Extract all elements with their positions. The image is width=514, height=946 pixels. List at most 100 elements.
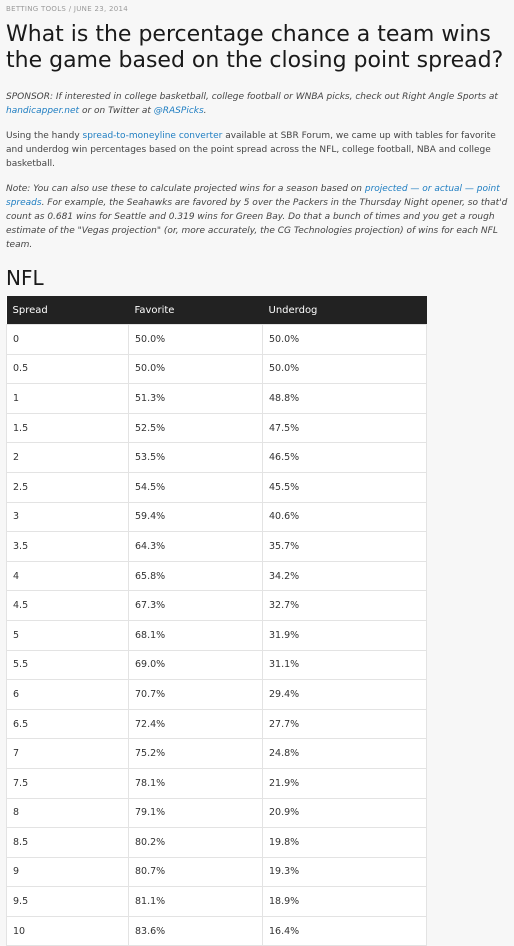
cell-underdog: 21.9% xyxy=(262,767,427,799)
table-row: 0.5 50.0% 50.0% xyxy=(6,353,427,385)
cell-spread: 1.5 xyxy=(6,412,129,444)
cell-underdog: 45.5% xyxy=(262,471,427,503)
cell-underdog: 50.0% xyxy=(262,353,427,385)
cell-spread: 3.5 xyxy=(6,531,129,562)
cell-favorite: 68.1% xyxy=(128,619,263,651)
table-row: 0 50.0% 50.0% xyxy=(6,324,427,355)
cell-spread: 2.5 xyxy=(6,471,129,503)
cell-favorite: 67.3% xyxy=(128,590,263,621)
cell-underdog: 46.5% xyxy=(262,442,427,473)
sponsor-paragraph: SPONSOR: If interested in college basket… xyxy=(6,90,508,118)
cell-spread: 1 xyxy=(6,383,129,414)
page-title: What is the percentage chance a team win… xyxy=(6,22,504,73)
table-row: 2.5 54.5% 45.5% xyxy=(6,471,427,503)
cell-underdog: 29.4% xyxy=(262,679,427,710)
cell-spread: 8.5 xyxy=(6,827,129,858)
cell-spread: 2 xyxy=(6,442,129,473)
intro-text: Using the handy xyxy=(6,131,83,141)
cell-underdog: 19.3% xyxy=(262,856,427,888)
nfl-win-percentage-table: Spread Favorite Underdog 0 50.0% 50.0% 0.5 5… xyxy=(6,296,427,946)
cell-underdog: 31.1% xyxy=(262,649,427,681)
cell-favorite: 80.2% xyxy=(128,827,263,858)
cell-underdog: 32.7% xyxy=(262,590,427,621)
cell-spread: 0 xyxy=(6,324,129,355)
cell-favorite: 72.4% xyxy=(128,708,263,740)
converter-link[interactable]: spread-to-moneyline converter xyxy=(82,131,223,141)
post-meta: BETTING TOOLS / JUNE 23, 2014 xyxy=(6,4,508,14)
cell-spread: 3 xyxy=(6,501,129,533)
table-row: 7 75.2% 24.8% xyxy=(6,738,427,769)
cell-spread: 6.5 xyxy=(6,708,129,740)
cell-underdog: 34.2% xyxy=(262,560,427,592)
cell-underdog: 40.6% xyxy=(262,501,427,533)
cell-spread: 9.5 xyxy=(6,886,129,917)
table-row: 5 68.1% 31.9% xyxy=(6,619,427,651)
cell-underdog: 48.8% xyxy=(262,383,427,414)
handicapper-link[interactable]: handicapper.net xyxy=(6,106,80,116)
table-row: 7.5 78.1% 21.9% xyxy=(6,767,427,799)
table-row: 2 53.5% 46.5% xyxy=(6,442,427,473)
cell-favorite: 78.1% xyxy=(128,767,263,799)
cell-spread: 6 xyxy=(6,679,129,710)
table-row: 4 65.8% 34.2% xyxy=(6,560,427,592)
cell-favorite: 52.5% xyxy=(128,412,263,444)
cell-spread: 9 xyxy=(6,856,129,888)
table-row: 10 83.6% 16.4% xyxy=(6,915,427,946)
column-header-underdog: Underdog xyxy=(262,296,427,325)
sponsor-text: or on Twitter at xyxy=(79,106,154,116)
cell-favorite: 75.2% xyxy=(128,738,263,769)
cell-favorite: 50.0% xyxy=(128,324,263,355)
note-text: Note: You can also use these to calculat… xyxy=(6,184,365,194)
cell-favorite: 54.5% xyxy=(128,471,263,503)
cell-favorite: 64.3% xyxy=(128,531,263,562)
cell-favorite: 65.8% xyxy=(128,560,263,592)
table-row: 8.5 80.2% 19.8% xyxy=(6,827,427,858)
cell-underdog: 35.7% xyxy=(262,531,427,562)
meta-separator: / xyxy=(68,5,72,13)
cell-favorite: 51.3% xyxy=(128,383,263,414)
cell-spread: 0.5 xyxy=(6,353,129,385)
cell-underdog: 20.9% xyxy=(262,797,427,829)
section-heading-nfl: NFL xyxy=(6,266,44,290)
table-row: 6.5 72.4% 27.7% xyxy=(6,708,427,740)
sponsor-text: . xyxy=(203,106,207,116)
intro-text: available at SBR Forum, we came up with … xyxy=(6,131,496,169)
table-row: 8 79.1% 20.9% xyxy=(6,797,427,829)
note-text: . For example, the Seahawks are favored … xyxy=(6,198,508,250)
cell-underdog: 27.7% xyxy=(262,708,427,740)
cell-spread: 5.5 xyxy=(6,649,129,681)
table-row: 5.5 69.0% 31.1% xyxy=(6,649,427,681)
cell-favorite: 79.1% xyxy=(128,797,263,829)
cell-favorite: 53.5% xyxy=(128,442,263,473)
table-row: 1 51.3% 48.8% xyxy=(6,383,427,414)
table-header-row: Spread Favorite Underdog xyxy=(6,296,427,325)
cell-favorite: 70.7% xyxy=(128,679,263,710)
cell-spread: 7.5 xyxy=(6,767,129,799)
cell-spread: 7 xyxy=(6,738,129,769)
category-link[interactable]: BETTING TOOLS xyxy=(6,5,67,13)
cell-favorite: 83.6% xyxy=(128,915,263,946)
table-row: 3 59.4% 40.6% xyxy=(6,501,427,533)
cell-spread: 10 xyxy=(6,915,129,946)
cell-underdog: 31.9% xyxy=(262,619,427,651)
column-header-favorite: Favorite xyxy=(128,296,263,325)
cell-underdog: 50.0% xyxy=(262,324,427,355)
table-row: 6 70.7% 29.4% xyxy=(6,679,427,710)
cell-spread: 8 xyxy=(6,797,129,829)
cell-spread: 4 xyxy=(6,560,129,592)
note-paragraph: Note: You can also use these to calculat… xyxy=(6,182,508,252)
table-row: 1.5 52.5% 47.5% xyxy=(6,412,427,444)
cell-favorite: 50.0% xyxy=(128,353,263,385)
cell-spread: 4.5 xyxy=(6,590,129,621)
point-spreads-link[interactable]: projected — or actual — point spreads xyxy=(6,184,500,208)
column-header-spread: Spread xyxy=(6,296,129,325)
cell-favorite: 81.1% xyxy=(128,886,263,917)
table-row: 3.5 64.3% 35.7% xyxy=(6,531,427,562)
cell-favorite: 69.0% xyxy=(128,649,263,681)
table-row: 4.5 67.3% 32.7% xyxy=(6,590,427,621)
cell-spread: 5 xyxy=(6,619,129,651)
cell-favorite: 80.7% xyxy=(128,856,263,888)
cell-underdog: 24.8% xyxy=(262,738,427,769)
twitter-link[interactable]: @RASPicks xyxy=(153,106,204,116)
cell-underdog: 47.5% xyxy=(262,412,427,444)
